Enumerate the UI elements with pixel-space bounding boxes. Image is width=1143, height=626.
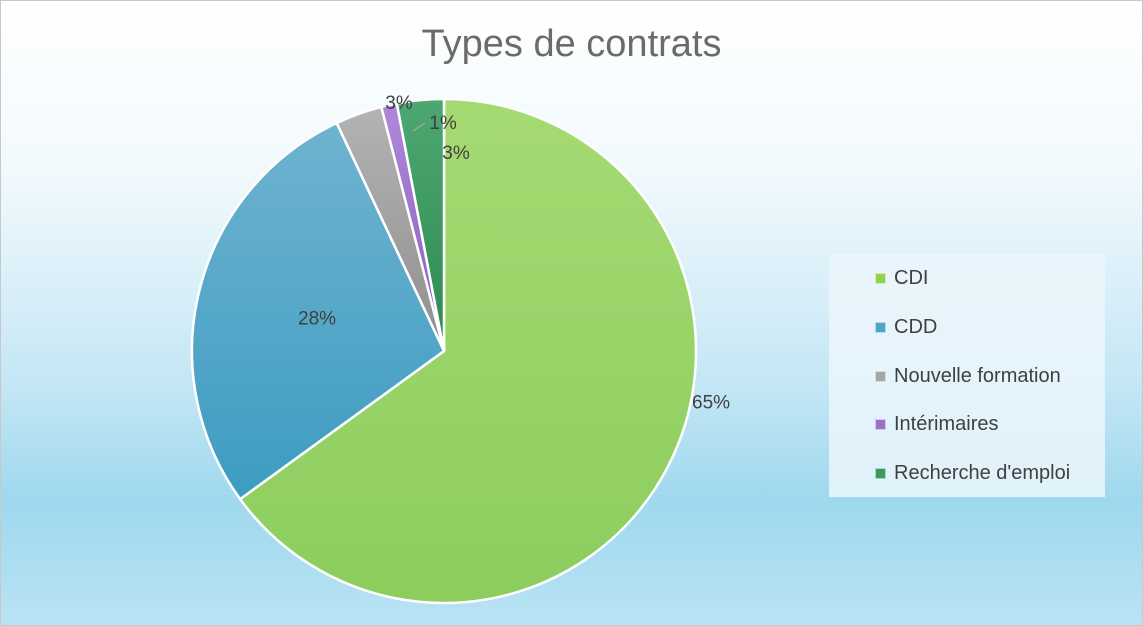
legend-label: CDD [894,315,938,338]
data-label-nouvelle-formation: 3% [385,93,413,114]
legend-swatch [875,321,886,333]
pie-slice-cdd [190,121,446,501]
legend-item-cdi: CDI [829,265,928,291]
legend-swatch [875,272,886,284]
legend-item-nouvelle-formation: Nouvelle formation [829,363,1061,389]
legend-swatch [875,370,886,382]
legend-item-cdd: CDD [829,314,937,340]
legend-item-recherche-d-emploi: Recherche d'emploi [829,460,1070,486]
legend-item-interimaires: Intérimaires [829,411,998,437]
data-label-recherche-d-emploi: 3% [442,143,470,164]
pie-slice-recherche-d-emploi [395,97,446,352]
chart-title: Types de contrats [421,23,722,65]
legend-swatch [875,418,886,430]
data-label-leader-line [412,122,426,132]
legend-label: Nouvelle formation [894,364,1061,387]
legend: CDI CDD Nouvelle formation Intérimaires Rech… [829,254,1105,497]
legend-label: Recherche d'emploi [894,461,1071,484]
legend-label: Intérimaires [894,412,999,435]
pie-slice-cdi [238,97,698,605]
data-label-cdi: 65% [692,393,730,414]
legend-swatch [875,467,886,479]
data-label-interimaires: 1% [429,113,457,134]
legend-label: CDI [894,266,929,289]
data-label-cdd: 28% [298,308,336,329]
